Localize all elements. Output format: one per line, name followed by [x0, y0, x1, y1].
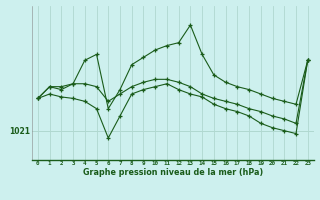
X-axis label: Graphe pression niveau de la mer (hPa): Graphe pression niveau de la mer (hPa) — [83, 168, 263, 177]
